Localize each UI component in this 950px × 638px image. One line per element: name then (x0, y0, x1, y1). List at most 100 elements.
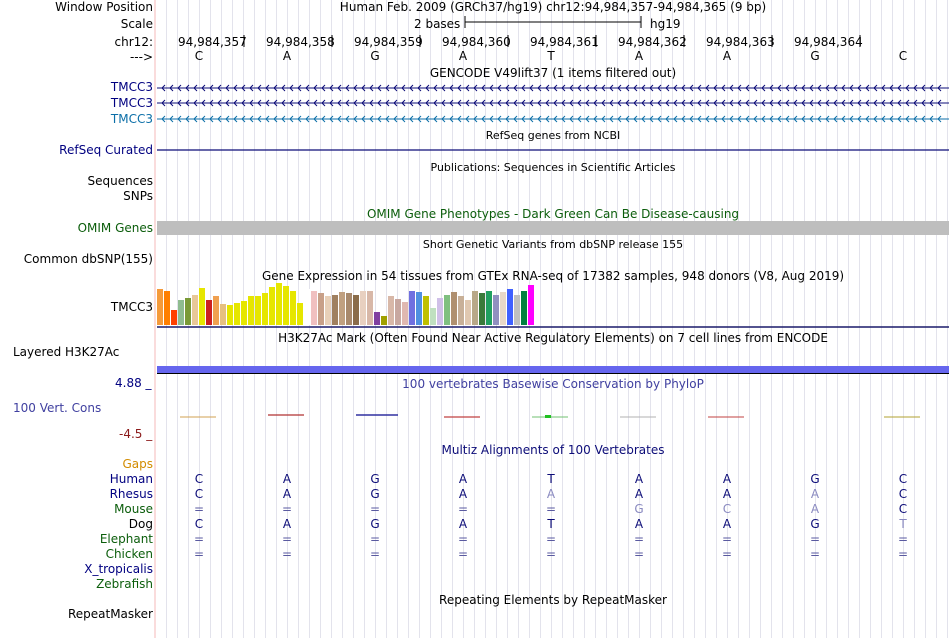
h3k27ac-bar (157, 366, 949, 373)
alignment-base: A (546, 487, 556, 501)
repeatmasker-title: Repeating Elements by RepeatMasker (439, 593, 667, 607)
alignment-base: T (547, 517, 555, 531)
position-title[interactable]: Human Feb. 2009 (GRCh37/hg19) chr12:94,9… (339, 0, 767, 14)
gtex-bar (157, 289, 163, 325)
gencode-label-1[interactable]: TMCC3 (110, 80, 153, 94)
ruler-base: A (282, 49, 292, 63)
gtex-bar (416, 292, 422, 325)
gtex-bar (367, 291, 373, 325)
gtex-bar (423, 296, 429, 325)
alignment-base: A (282, 487, 292, 501)
gtex-bar (507, 289, 513, 325)
species-elephant[interactable]: Elephant (99, 532, 153, 546)
gtex-bar (458, 296, 464, 325)
h3k27ac-label[interactable]: Layered H3K27Ac (13, 345, 120, 359)
gencode-title: GENCODE V49lift37 (1 items filtered out) (429, 66, 677, 80)
ruler-base: C (898, 49, 908, 63)
species-mouse[interactable]: Mouse (114, 502, 153, 516)
gtex-bar (332, 295, 338, 325)
gtex-bar (178, 300, 184, 325)
gtex-bar (269, 287, 275, 325)
snps-label[interactable]: SNPs (123, 189, 153, 203)
ruler-base: T (547, 49, 555, 63)
species-rhesus[interactable]: Rhesus (109, 487, 153, 501)
alignment-base: A (810, 502, 820, 516)
gtex-bar (514, 295, 520, 325)
h3k27ac-title: H3K27Ac Mark (Often Found Near Active Re… (278, 331, 828, 345)
alignment-base: = (633, 547, 645, 561)
omim-label[interactable]: OMIM Genes (77, 221, 153, 235)
gtex-bar (388, 296, 394, 325)
gtex-bar (192, 295, 198, 325)
scale-bar (464, 16, 642, 28)
sequences-label[interactable]: Sequences (87, 174, 153, 188)
gtex-bar (500, 292, 506, 325)
gtex-bar (297, 303, 303, 325)
ruler-coord: 94,984,361 (530, 35, 599, 49)
publications-title: Publications: Sequences in Scientific Ar… (430, 161, 676, 174)
alignment-base: = (193, 502, 205, 516)
gtex-bar (437, 298, 443, 325)
gtex-bar (262, 293, 268, 325)
gtex-bar (311, 291, 317, 325)
gtex-bar (521, 291, 527, 325)
gencode-label-3[interactable]: TMCC3 (110, 112, 153, 126)
gtex-bar (381, 316, 387, 325)
dbsnp-label[interactable]: Common dbSNP(155) (23, 252, 153, 266)
gtex-bar (353, 295, 359, 325)
species-human[interactable]: Human (109, 472, 153, 486)
refseq-title: RefSeq genes from NCBI (485, 129, 621, 142)
alignment-base: C (898, 502, 908, 516)
alignment-base: = (193, 547, 205, 561)
alignment-base: = (897, 547, 909, 561)
ruler-base: A (722, 49, 732, 63)
species-gaps[interactable]: Gaps (122, 457, 153, 471)
omim-bar (157, 221, 949, 235)
gtex-label[interactable]: TMCC3 (110, 300, 153, 314)
gtex-bar (346, 293, 352, 325)
alignment-base: A (458, 517, 468, 531)
alignment-base: A (634, 472, 644, 486)
alignment-base: = (457, 547, 469, 561)
ruler-ticks (243, 35, 861, 47)
phylop-marks (180, 414, 920, 418)
species-xtropicalis[interactable]: X_tropicalis (84, 562, 153, 576)
ruler-coord: 94,984,360 (442, 35, 511, 49)
gtex-bar (283, 286, 289, 325)
alignment-base: = (193, 532, 205, 546)
strand-arrow-label[interactable]: ---> (129, 50, 153, 64)
gtex-title: Gene Expression in 54 tissues from GTEx … (261, 269, 845, 283)
species-dog[interactable]: Dog (128, 517, 153, 531)
gtex-bars (157, 283, 534, 325)
alignment-base: = (721, 547, 733, 561)
alignment-base: T (899, 517, 907, 531)
phylop-title: 100 vertebrates Basewise Conservation by… (402, 377, 704, 391)
alignment-base: = (633, 532, 645, 546)
ruler-base: C (194, 49, 204, 63)
scale-text: 2 bases (414, 17, 461, 31)
refseq-label[interactable]: RefSeq Curated (59, 143, 153, 157)
alignment-base: = (721, 532, 733, 546)
gtex-bar (171, 310, 177, 325)
alignment-base: C (898, 472, 908, 486)
gtex-bar (164, 291, 170, 325)
gtex-bar (451, 292, 457, 325)
ruler-coord: 94,984,357 (178, 35, 247, 49)
omim-title: OMIM Gene Phenotypes - Dark Green Can Be… (366, 207, 740, 221)
alignment-base: = (281, 502, 293, 516)
gtex-bar (465, 300, 471, 325)
ruler-base: A (458, 49, 468, 63)
dbsnp-title: Short Genetic Variants from dbSNP releas… (422, 238, 684, 251)
phylop-label[interactable]: 100 Vert. Cons (13, 401, 102, 415)
gtex-bar (374, 312, 380, 325)
phylop-min: -4.5 _ (119, 427, 153, 441)
gencode-label-2[interactable]: TMCC3 (110, 96, 153, 110)
alignment-base: T (547, 472, 555, 486)
species-zebrafish[interactable]: Zebrafish (96, 577, 153, 591)
species-chicken[interactable]: Chicken (105, 547, 153, 561)
repeatmasker-label[interactable]: RepeatMasker (67, 607, 153, 621)
gtex-bar (472, 291, 478, 325)
multiz-title: Multiz Alignments of 100 Vertebrates (441, 443, 665, 457)
alignment-base: C (194, 487, 204, 501)
gtex-bar (395, 299, 401, 325)
